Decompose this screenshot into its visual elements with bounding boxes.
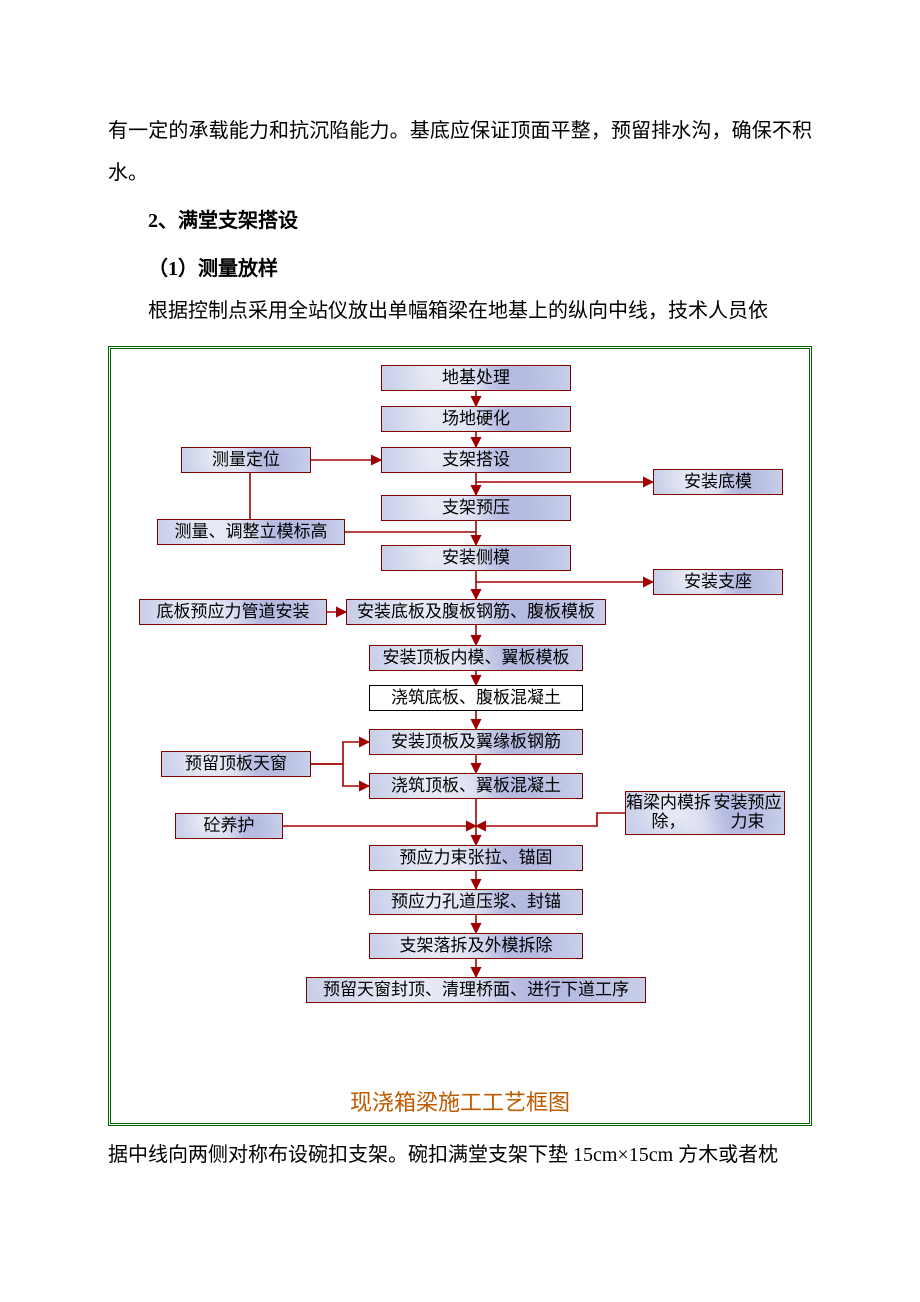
flowchart-node: 安装顶板及翼缘板钢筋 <box>369 729 583 755</box>
paragraph-3: 据中线向两侧对称布设碗扣支架。碗扣满堂支架下垫 15cm×15cm 方木或者枕 <box>108 1134 812 1176</box>
flowchart-node: 支架落拆及外模拆除 <box>369 933 583 959</box>
flowchart-node: 测量、调整立模标高 <box>157 519 345 545</box>
flowchart-frame: 地基处理场地硬化支架搭设支架预压安装侧模安装底板及腹板钢筋、腹板模板安装顶板内模… <box>108 346 812 1126</box>
flowchart-node: 安装侧模 <box>381 545 571 571</box>
flowchart-node: 场地硬化 <box>381 406 571 432</box>
flowchart-node: 支架预压 <box>381 495 571 521</box>
flowchart-node: 安装支座 <box>653 569 783 595</box>
flowchart-node: 浇筑底板、腹板混凝土 <box>369 685 583 711</box>
flowchart-node: 地基处理 <box>381 365 571 391</box>
flowchart-node: 安装底板及腹板钢筋、腹板模板 <box>346 599 606 625</box>
flowchart-node: 预留天窗封顶、清理桥面、进行下道工序 <box>306 977 646 1003</box>
heading-2: 2、满堂支架搭设 <box>108 200 812 242</box>
heading-3: （1）测量放样 <box>108 248 812 290</box>
paragraph-2: 根据控制点采用全站仪放出单幅箱梁在地基上的纵向中线，技术人员依 <box>108 290 812 332</box>
flowchart-node: 测量定位 <box>181 447 311 473</box>
flowchart-canvas: 地基处理场地硬化支架搭设支架预压安装侧模安装底板及腹板钢筋、腹板模板安装顶板内模… <box>119 359 805 1079</box>
flowchart-node: 砼养护 <box>175 813 283 839</box>
flowchart-node: 安装顶板内模、翼板模板 <box>369 645 583 671</box>
flowchart-node: 箱梁内模拆除，安装预应力束 <box>625 791 785 835</box>
flowchart-node: 浇筑顶板、翼板混凝土 <box>369 773 583 799</box>
flowchart-node: 预应力束张拉、锚固 <box>369 845 583 871</box>
flowchart-node: 支架搭设 <box>381 447 571 473</box>
flowchart-node: 预应力孔道压浆、封锚 <box>369 889 583 915</box>
flowchart-node: 底板预应力管道安装 <box>139 599 327 625</box>
document-page: 有一定的承载能力和抗沉陷能力。基底应保证顶面平整，预留排水沟，确保不积水。 2、… <box>0 0 920 1236</box>
flowchart-caption: 现浇箱梁施工工艺框图 <box>119 1085 801 1117</box>
flowchart-node: 预留顶板天窗 <box>161 751 311 777</box>
flowchart-node: 安装底模 <box>653 469 783 495</box>
paragraph-1: 有一定的承载能力和抗沉陷能力。基底应保证顶面平整，预留排水沟，确保不积水。 <box>108 110 812 194</box>
